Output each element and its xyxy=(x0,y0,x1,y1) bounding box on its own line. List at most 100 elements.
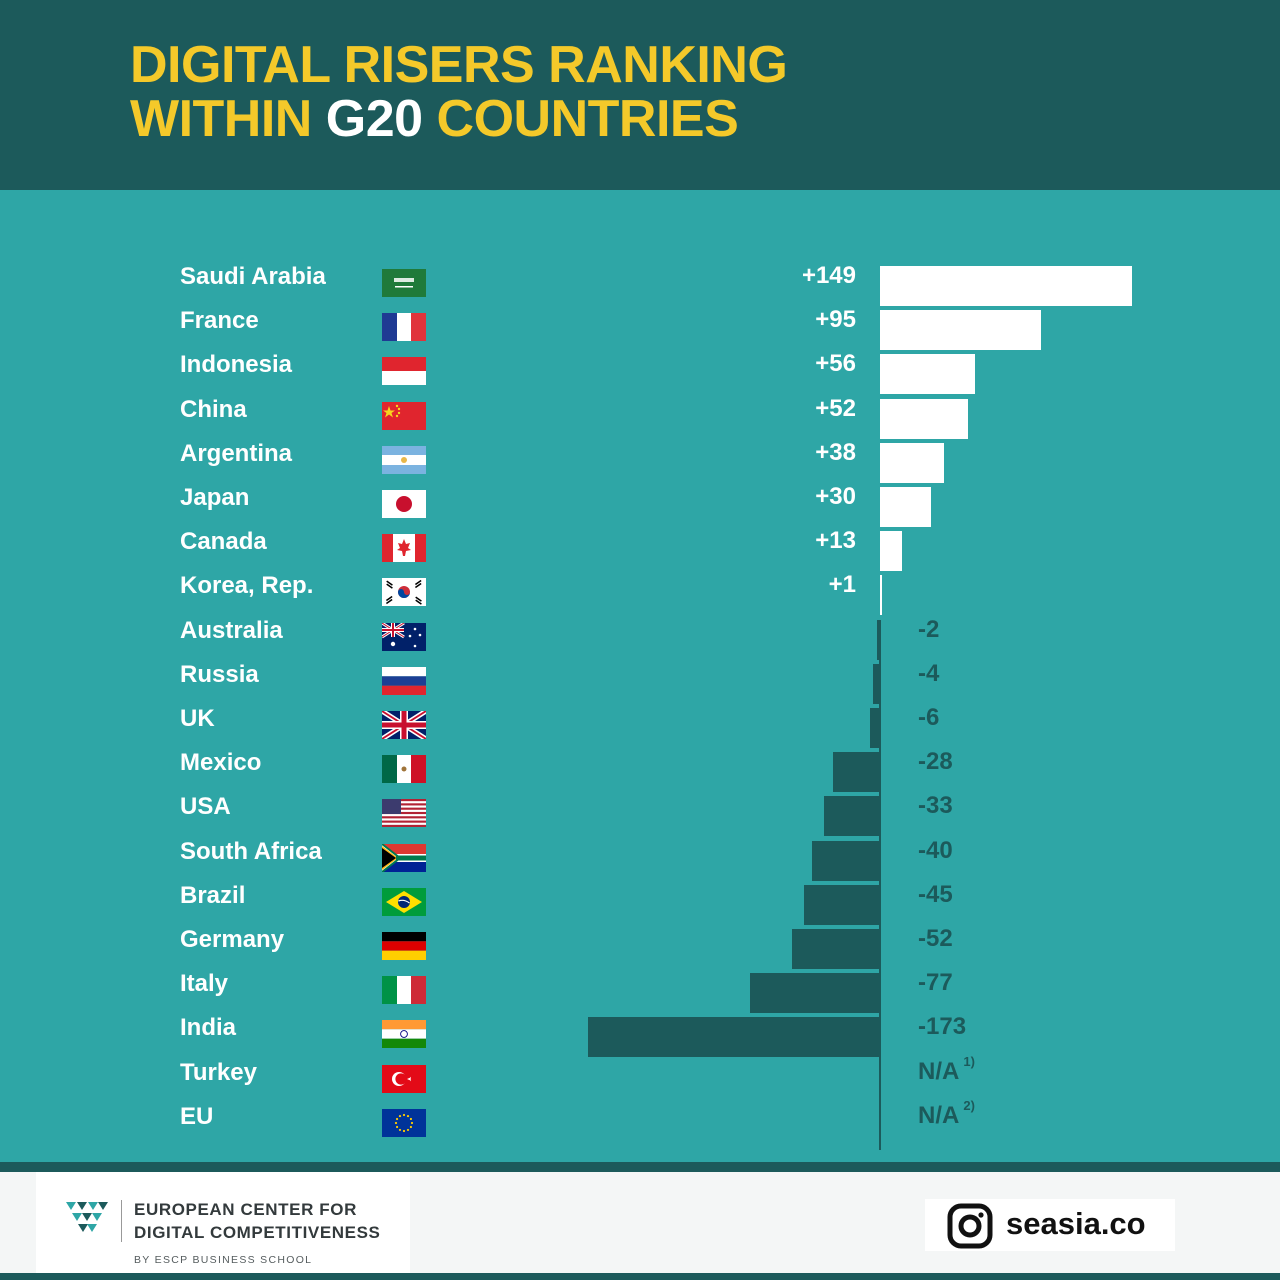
country-label-turkey: Turkey xyxy=(180,1058,257,1086)
page-title: DIGITAL RISERS RANKING WITHIN G20 COUNTR… xyxy=(130,36,788,146)
value-text: -6 xyxy=(918,704,940,731)
value-text: -28 xyxy=(918,748,953,776)
value-text: -40 xyxy=(918,836,953,864)
country-label-indonesia: Indonesia xyxy=(180,351,293,379)
value-label-south-africa: -40 xyxy=(918,837,953,865)
flag-icon-india xyxy=(382,1020,426,1049)
flag-icon-usa xyxy=(382,799,426,828)
country-label-india: India xyxy=(180,1014,237,1042)
bar-italy xyxy=(749,973,880,1014)
country-label-france: France xyxy=(180,307,259,335)
country-label-uk: UK xyxy=(180,705,215,732)
country-label-china: China xyxy=(180,395,247,423)
country-label-saudi-arabia: Saudi Arabia xyxy=(180,263,326,290)
flag-icon-argentina xyxy=(382,445,426,474)
flag-icon-china xyxy=(382,401,426,430)
value-label-usa: -33 xyxy=(918,792,953,820)
flag-icon-korea xyxy=(382,578,426,607)
flag-icon-saudi-arabia xyxy=(382,269,426,297)
value-label-argentina: +38 xyxy=(815,438,856,466)
value-label-korea-rep: +1 xyxy=(828,571,856,599)
bar-mexico xyxy=(832,752,880,793)
bar-japan xyxy=(880,487,931,527)
bar-brazil xyxy=(803,884,880,925)
title-line-2-before: WITHIN xyxy=(130,90,326,148)
country-label-eu: EU xyxy=(180,1102,214,1130)
value-label-turkey: N/A 1) xyxy=(918,1054,975,1086)
value-label-mexico: -28 xyxy=(918,748,953,776)
title-line-2: WITHIN G20 COUNTRIES xyxy=(130,92,787,146)
header-banner xyxy=(0,0,1280,190)
flag-icon-mexico xyxy=(382,755,426,784)
value-text: N/A xyxy=(918,1101,960,1129)
bar-india xyxy=(587,1017,880,1058)
title-g20: G20 xyxy=(325,90,423,148)
bar-saudi-arabia xyxy=(880,266,1132,306)
value-label-indonesia: +56 xyxy=(815,350,856,378)
ecdc-name-line-2: DIGITAL COMPETITIVENESS xyxy=(134,1223,381,1242)
value-text: -33 xyxy=(918,792,953,820)
bar-south-africa xyxy=(812,840,880,881)
flag-icon-turkey xyxy=(382,1064,426,1093)
title-line-1: DIGITAL RISERS RANKING xyxy=(130,36,788,94)
footer-band xyxy=(0,1162,1280,1172)
bar-argentina xyxy=(880,442,945,483)
value-label-canada: +13 xyxy=(815,527,856,555)
bar-korea-rep xyxy=(880,575,882,616)
bar-indonesia xyxy=(880,354,975,395)
bar-china xyxy=(880,398,968,439)
value-text: -2 xyxy=(918,615,940,643)
country-label-mexico: Mexico xyxy=(180,749,262,777)
value-label-saudi-arabia: +149 xyxy=(801,262,856,289)
flag-icon-france xyxy=(382,313,426,342)
flag-icon-brazil xyxy=(382,887,426,916)
flag-icon-germany xyxy=(382,932,426,960)
bar-uk xyxy=(869,708,880,748)
value-text: N/A xyxy=(918,1057,960,1085)
country-label-australia: Australia xyxy=(180,616,283,644)
title-line-2-after: COUNTRIES xyxy=(422,90,739,148)
ecdc-subtitle: BY ESCP BUSINESS SCHOOL xyxy=(134,1254,313,1266)
flag-icon-canada xyxy=(382,534,426,563)
instagram-icon xyxy=(947,1203,993,1249)
flag-icon-australia xyxy=(382,622,426,651)
country-label-korea-rep: Korea, Rep. xyxy=(180,572,314,600)
value-label-uk: -6 xyxy=(918,704,939,732)
value-label-italy: -77 xyxy=(918,969,953,997)
flag-icon-russia xyxy=(382,666,426,695)
flag-icon-japan xyxy=(382,490,426,518)
logo-divider xyxy=(121,1200,122,1242)
country-label-south-africa: South Africa xyxy=(180,837,322,865)
value-label-france: +95 xyxy=(815,306,856,334)
chart-area xyxy=(0,190,1280,1162)
bar-australia xyxy=(876,619,880,660)
footer-bottom-band xyxy=(0,1273,1280,1280)
ecdc-logo-icon xyxy=(66,1202,108,1232)
country-label-canada: Canada xyxy=(180,528,267,556)
ecdc-name: EUROPEAN CENTER FOR DIGITAL COMPETITIVEN… xyxy=(134,1198,380,1244)
bar-russia xyxy=(873,663,880,704)
value-label-australia: -2 xyxy=(918,616,939,644)
country-label-usa: USA xyxy=(180,793,231,821)
country-label-russia: Russia xyxy=(180,660,259,688)
value-text: -52 xyxy=(918,925,953,952)
country-label-brazil: Brazil xyxy=(180,881,246,909)
value-label-india: -173 xyxy=(918,1013,966,1041)
country-label-italy: Italy xyxy=(180,970,229,998)
flag-icon-eu xyxy=(382,1108,426,1137)
bar-usa xyxy=(824,796,880,837)
value-text: -77 xyxy=(918,969,953,997)
bar-france xyxy=(880,310,1041,351)
value-label-china: +52 xyxy=(815,394,856,422)
value-text: -45 xyxy=(918,880,953,908)
instagram-handle[interactable]: seasia.co xyxy=(1006,1206,1146,1241)
bar-germany xyxy=(792,929,880,969)
value-label-germany: -52 xyxy=(918,925,953,953)
footnote-marker: 2) xyxy=(963,1097,975,1113)
value-label-japan: +30 xyxy=(815,483,856,510)
flag-icon-uk xyxy=(382,711,426,739)
flag-icon-indonesia xyxy=(382,357,426,386)
ecdc-panel xyxy=(36,1172,410,1280)
country-label-germany: Germany xyxy=(180,926,285,953)
value-label-russia: -4 xyxy=(918,660,939,688)
